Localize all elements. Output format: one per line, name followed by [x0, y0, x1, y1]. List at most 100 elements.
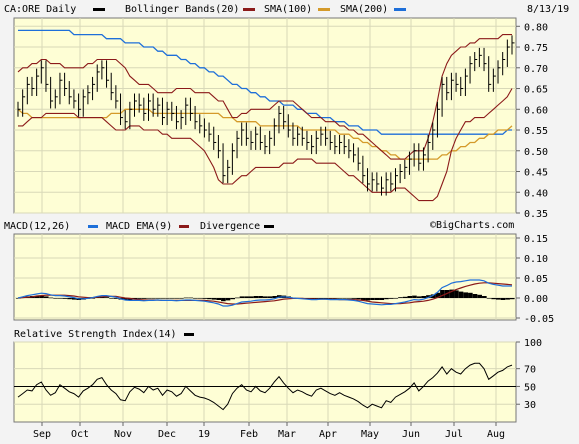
x-tick-label: Sep — [33, 429, 51, 440]
divergence-bar — [421, 296, 427, 298]
divergence-bar — [430, 294, 436, 298]
divergence-bar — [155, 298, 161, 299]
divergence-bar — [496, 298, 501, 300]
rsi-header: Relative Strength Index(14) — [14, 329, 194, 340]
rsi-tick-label: 70 — [524, 365, 536, 376]
divergence-bar — [57, 298, 63, 299]
rsi-line — [17, 362, 513, 411]
divergence-bar — [48, 297, 54, 299]
divergence-bar — [53, 298, 58, 299]
divergence-bar — [179, 298, 184, 299]
divergence-bar — [332, 298, 338, 299]
divergence-bar — [370, 298, 375, 300]
divergence-bar — [449, 289, 455, 298]
legend-swatch-sma200 — [394, 8, 406, 11]
divergence-bar — [407, 296, 413, 298]
divergence-bar — [356, 298, 361, 300]
legend-bollinger: Bollinger Bands(20) — [125, 4, 239, 15]
divergence-bar — [402, 296, 408, 298]
legend-swatch-bollinger — [243, 8, 255, 11]
divergence-bar — [374, 298, 380, 300]
price-tick-label: 0.35 — [524, 209, 548, 220]
divergence-bar — [384, 298, 389, 300]
rsi-axis: 100 70 50 30 — [516, 338, 542, 411]
watermark: ©BigCharts.com — [430, 220, 514, 231]
divergence-bar — [379, 298, 385, 300]
x-tick-label: Feb — [240, 429, 258, 440]
legend-swatch-price — [93, 8, 105, 11]
rsi-tick-label: 30 — [524, 400, 536, 411]
legend-swatch-sma100 — [318, 8, 330, 11]
x-tick-label: Apr — [319, 429, 337, 440]
x-axis: Sep Oct Nov Dec 19 Feb Mar Apr May Jun Jul Aug — [33, 422, 505, 440]
divergence-bar — [426, 295, 431, 298]
legend-swatch-rsi — [184, 333, 194, 336]
bollinger-lower-line — [18, 88, 513, 202]
divergence-bar — [62, 298, 68, 299]
divergence-bar — [39, 295, 44, 298]
divergence-bar — [137, 298, 142, 299]
rsi-tick-label: 100 — [524, 338, 542, 349]
rsi-series — [14, 362, 516, 411]
macd-series — [16, 279, 515, 307]
rsi-plot-area — [13, 341, 517, 423]
divergence-bar — [109, 298, 114, 299]
divergence-bar — [141, 298, 147, 299]
legend-swatch-divergence — [264, 225, 274, 228]
divergence-bar — [211, 298, 217, 300]
macd-tick-label: -0.05 — [524, 314, 554, 325]
macd-axis: 0.15 0.10 0.05 0.00 -0.05 — [516, 234, 554, 325]
macd-header: MACD(12,26) MACD EMA(9) Divergence — [4, 221, 274, 232]
legend-macd: MACD(12,26) — [4, 221, 70, 232]
divergence-bar — [67, 298, 72, 300]
divergence-bar — [318, 298, 324, 299]
price-series — [17, 29, 515, 202]
divergence-bar — [454, 290, 459, 298]
price-tick-label: 0.60 — [524, 105, 548, 116]
x-tick-label: Mar — [278, 429, 296, 440]
macd-tick-label: 0.00 — [524, 294, 548, 305]
divergence-bar — [71, 298, 77, 300]
rsi-tick-label: 50 — [524, 382, 536, 393]
divergence-bar — [207, 298, 212, 300]
price-tick-label: 0.80 — [524, 22, 548, 33]
divergence-bar — [235, 297, 240, 299]
divergence-bar — [239, 296, 245, 298]
divergence-bar — [202, 298, 208, 299]
price-plot-area — [13, 17, 517, 214]
macd-line — [17, 279, 512, 307]
divergence-bar — [197, 298, 203, 299]
divergence-bar — [365, 298, 371, 301]
divergence-bar — [337, 298, 343, 299]
divergence-bar — [174, 298, 180, 299]
x-tick-label: May — [361, 429, 379, 440]
divergence-bar — [323, 298, 329, 299]
divergence-bar — [216, 298, 221, 300]
divergence-bar — [146, 298, 152, 299]
price-tick-label: 0.55 — [524, 126, 548, 137]
price-tick-label: 0.45 — [524, 168, 548, 179]
divergence-bar — [272, 296, 277, 298]
divergence-bar — [123, 298, 128, 300]
divergence-bar — [263, 296, 268, 298]
divergence-bar — [328, 298, 333, 299]
price-axis: 0.80 0.75 0.70 0.65 0.60 0.55 0.50 0.45 0.40 0.35 — [516, 22, 548, 220]
divergence-bar — [43, 296, 49, 298]
divergence-bar — [160, 298, 166, 299]
macd-plot-area — [13, 233, 517, 321]
divergence-bar — [351, 298, 357, 299]
divergence-bar — [225, 298, 231, 301]
x-tick-label: 19 — [198, 429, 210, 440]
x-tick-label: Aug — [487, 429, 505, 440]
x-tick-label: Jun — [402, 429, 420, 440]
divergence-bar — [388, 298, 394, 299]
price-tick-label: 0.40 — [524, 188, 548, 199]
divergence-bar — [244, 296, 249, 298]
price-tick-label: 0.75 — [524, 43, 548, 54]
divergence-bar — [169, 298, 175, 299]
divergence-bar — [249, 296, 254, 298]
legend-swatch-macd — [88, 225, 98, 228]
x-tick-label: Oct — [71, 429, 89, 440]
divergence-bar — [113, 298, 119, 299]
